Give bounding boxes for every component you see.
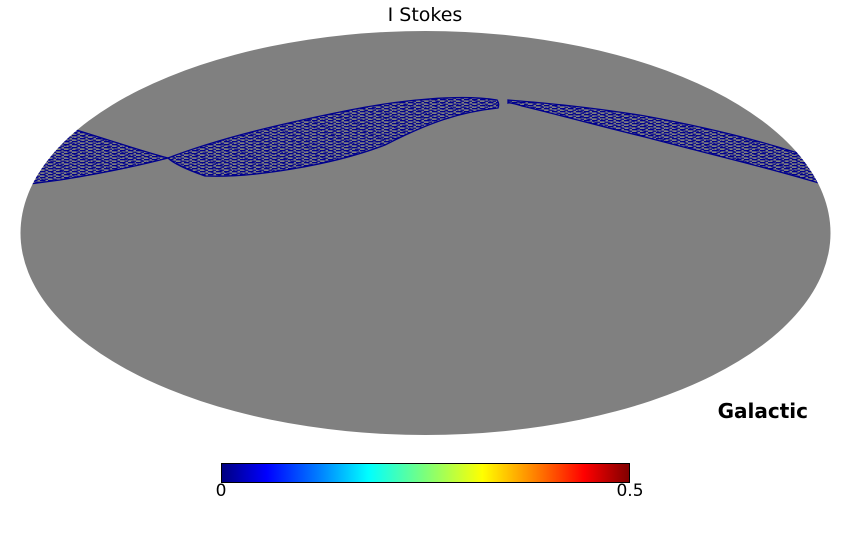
colorbar-gradient bbox=[221, 463, 630, 483]
coordinate-system-label: Galactic bbox=[717, 399, 808, 423]
colorbar-min-label: 0 bbox=[215, 481, 227, 501]
figure-title: I Stokes bbox=[387, 4, 463, 26]
colorbar-max-label: 0.5 bbox=[616, 481, 644, 501]
unseen-sky-ellipse bbox=[20, 31, 831, 435]
